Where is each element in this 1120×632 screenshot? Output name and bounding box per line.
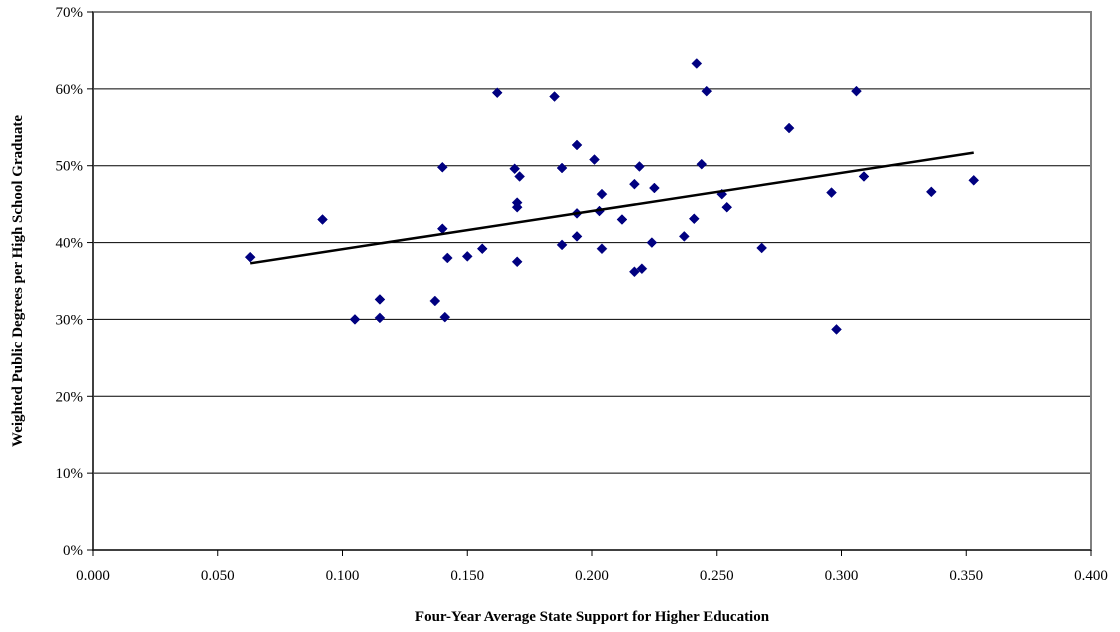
data-point	[317, 214, 328, 225]
data-point	[688, 213, 700, 225]
data-point	[439, 311, 451, 323]
x-tick-label: 0.200	[575, 568, 609, 584]
data-point	[491, 87, 503, 99]
y-tick-label: 30%	[56, 312, 84, 328]
gridlines	[93, 88, 1091, 474]
data-point	[571, 139, 583, 151]
data-point	[514, 171, 525, 182]
data-point	[696, 158, 708, 170]
trendline	[249, 151, 974, 265]
y-tick-label: 60%	[56, 82, 84, 98]
x-tick-label: 0.050	[201, 568, 235, 584]
data-point	[616, 214, 628, 225]
data-point	[636, 263, 648, 275]
data-point	[374, 294, 386, 305]
data-point	[831, 324, 842, 335]
y-tick-label: 10%	[56, 466, 84, 482]
data-point	[549, 91, 560, 102]
data-point	[374, 312, 386, 324]
data-point	[721, 201, 733, 213]
data-point	[629, 266, 640, 278]
data-point	[783, 122, 795, 134]
data-point	[968, 174, 980, 186]
y-tick-label: 0%	[63, 543, 83, 559]
x-tick-label: 0.400	[1074, 568, 1108, 584]
data-point	[925, 186, 937, 198]
data-point	[509, 163, 521, 175]
data-point	[691, 58, 703, 69]
x-tick-label: 0.150	[450, 568, 484, 584]
x-tick-label: 0.350	[949, 568, 983, 584]
data-point	[511, 256, 523, 268]
data-point	[476, 243, 488, 255]
data-point	[429, 295, 441, 307]
data-point	[511, 201, 523, 213]
y-tick-label: 20%	[56, 389, 84, 405]
y-tick-label: 40%	[56, 236, 84, 252]
x-tick-label: 0.100	[326, 568, 360, 584]
x-tick-label: 0.000	[76, 568, 110, 584]
data-point	[826, 187, 837, 198]
data-point	[556, 239, 568, 251]
data-point	[589, 154, 600, 165]
x-tick-label: 0.300	[825, 568, 859, 584]
data-point	[556, 162, 568, 174]
axes	[92, 12, 1091, 551]
data-point	[851, 85, 862, 97]
data-point	[646, 237, 658, 248]
plot-area-border	[92, 11, 1092, 551]
data-point	[596, 243, 608, 255]
data-point	[436, 161, 448, 173]
data-point	[461, 251, 473, 262]
data-point	[678, 231, 690, 242]
data-point	[349, 314, 361, 325]
data-point	[244, 251, 256, 263]
data-point	[634, 161, 645, 172]
data-point	[858, 171, 870, 182]
x-tick-label: 0.250	[700, 568, 734, 584]
x-tick-labels: 0.000 0.050 0.100 0.150 0.200 0.250 0.300 0.350…	[76, 550, 1108, 584]
data-point	[571, 231, 583, 242]
data-point	[441, 252, 453, 264]
data-point	[649, 182, 660, 194]
y-tick-labels: 0% 10% 20% 30% 40% 50% 60% 70%	[56, 5, 93, 559]
data-points	[244, 58, 980, 335]
data-point	[629, 178, 640, 190]
trendline-group	[249, 151, 974, 265]
y-tick-label: 50%	[56, 159, 84, 175]
data-point	[756, 242, 768, 254]
data-point	[701, 85, 713, 97]
data-point	[596, 188, 608, 200]
y-tick-label: 70%	[56, 5, 84, 21]
y-axis-title: Weighted Public Degrees per High School …	[10, 115, 26, 447]
x-axis-title: Four-Year Average State Support for High…	[415, 609, 770, 625]
